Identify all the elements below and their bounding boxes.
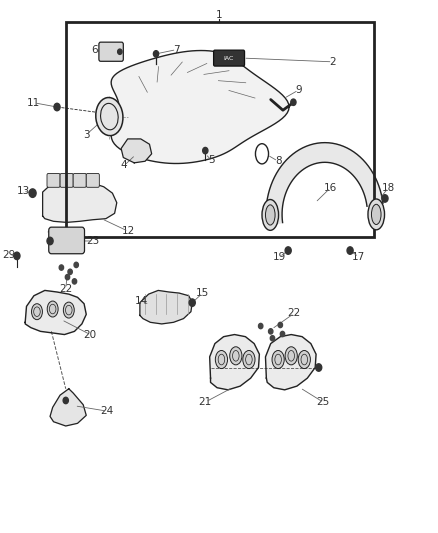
Text: 22: 22 bbox=[288, 308, 301, 318]
FancyBboxPatch shape bbox=[47, 173, 60, 187]
Circle shape bbox=[118, 49, 122, 54]
Circle shape bbox=[270, 336, 275, 341]
Circle shape bbox=[382, 195, 388, 202]
Polygon shape bbox=[140, 290, 192, 324]
Circle shape bbox=[278, 322, 283, 328]
Circle shape bbox=[74, 262, 78, 268]
FancyBboxPatch shape bbox=[214, 50, 244, 66]
Polygon shape bbox=[266, 143, 383, 225]
Ellipse shape bbox=[272, 351, 284, 368]
Circle shape bbox=[203, 148, 208, 154]
Text: 17: 17 bbox=[352, 252, 365, 262]
Circle shape bbox=[14, 252, 20, 260]
Text: 16: 16 bbox=[324, 183, 337, 193]
Text: 21: 21 bbox=[199, 397, 212, 407]
Ellipse shape bbox=[368, 199, 385, 230]
FancyBboxPatch shape bbox=[99, 42, 124, 61]
Circle shape bbox=[280, 332, 285, 337]
Text: 2: 2 bbox=[329, 57, 336, 67]
Polygon shape bbox=[265, 335, 316, 390]
FancyBboxPatch shape bbox=[73, 173, 86, 187]
Circle shape bbox=[258, 324, 263, 329]
Ellipse shape bbox=[47, 301, 58, 317]
Ellipse shape bbox=[298, 351, 311, 368]
Text: 25: 25 bbox=[316, 397, 330, 407]
Circle shape bbox=[29, 189, 36, 197]
Ellipse shape bbox=[262, 199, 279, 230]
Text: 13: 13 bbox=[16, 186, 30, 196]
Text: 6: 6 bbox=[92, 45, 98, 54]
Bar bbox=[66, 22, 374, 237]
Circle shape bbox=[153, 51, 159, 57]
Circle shape bbox=[63, 397, 68, 403]
Text: 15: 15 bbox=[196, 288, 209, 298]
Text: 8: 8 bbox=[275, 156, 282, 166]
Polygon shape bbox=[121, 139, 152, 163]
Circle shape bbox=[47, 237, 53, 245]
Text: 23: 23 bbox=[86, 236, 99, 246]
Circle shape bbox=[291, 99, 296, 106]
Polygon shape bbox=[25, 290, 86, 335]
Polygon shape bbox=[42, 181, 117, 222]
Text: 22: 22 bbox=[59, 284, 72, 294]
Text: 28: 28 bbox=[46, 231, 59, 241]
Ellipse shape bbox=[243, 351, 255, 368]
FancyBboxPatch shape bbox=[60, 173, 73, 187]
Circle shape bbox=[347, 247, 353, 254]
Text: 7: 7 bbox=[173, 45, 180, 54]
Ellipse shape bbox=[371, 204, 381, 224]
FancyBboxPatch shape bbox=[49, 227, 85, 254]
Circle shape bbox=[189, 299, 195, 306]
Text: 1: 1 bbox=[216, 10, 223, 20]
Circle shape bbox=[54, 103, 60, 111]
Ellipse shape bbox=[64, 302, 74, 318]
Text: 20: 20 bbox=[84, 329, 97, 340]
Circle shape bbox=[72, 279, 77, 284]
Ellipse shape bbox=[230, 347, 242, 365]
Text: 24: 24 bbox=[100, 406, 113, 416]
Text: 5: 5 bbox=[208, 155, 215, 165]
Circle shape bbox=[316, 364, 322, 371]
Ellipse shape bbox=[285, 347, 297, 365]
FancyBboxPatch shape bbox=[86, 173, 99, 187]
Text: 19: 19 bbox=[273, 252, 286, 262]
Text: 4: 4 bbox=[121, 160, 127, 171]
Text: 3: 3 bbox=[83, 130, 89, 140]
Ellipse shape bbox=[265, 205, 275, 225]
Polygon shape bbox=[210, 335, 259, 390]
Circle shape bbox=[68, 269, 72, 274]
Text: 12: 12 bbox=[122, 227, 135, 237]
Text: 9: 9 bbox=[295, 85, 302, 95]
Polygon shape bbox=[111, 51, 289, 164]
Text: 11: 11 bbox=[27, 98, 41, 108]
Circle shape bbox=[59, 265, 64, 270]
Ellipse shape bbox=[215, 351, 228, 368]
Text: IAC: IAC bbox=[224, 55, 234, 61]
Polygon shape bbox=[50, 389, 86, 426]
Circle shape bbox=[285, 247, 291, 254]
Circle shape bbox=[65, 274, 70, 280]
Circle shape bbox=[268, 329, 273, 334]
Ellipse shape bbox=[96, 98, 123, 136]
Text: 29: 29 bbox=[3, 250, 16, 260]
Ellipse shape bbox=[32, 304, 42, 320]
Text: 18: 18 bbox=[382, 183, 395, 193]
Text: 14: 14 bbox=[135, 296, 148, 306]
